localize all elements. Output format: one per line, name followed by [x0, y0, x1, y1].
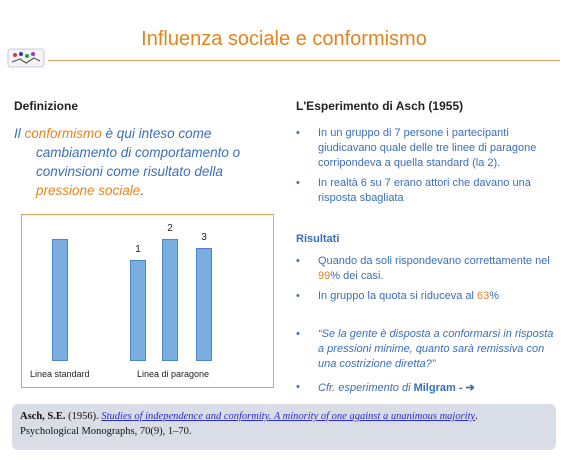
- definition-highlight-conformismo: conformismo: [24, 126, 102, 141]
- chart-bar-standard: [52, 239, 68, 361]
- experiment-bullet-2: In realtà 6 su 7 erano attori che davano…: [296, 176, 558, 206]
- chart-bar-3: [196, 248, 212, 361]
- results-b2-pct: 63: [477, 290, 490, 302]
- definition-text: Il conformismo è qui inteso come cambiam…: [14, 124, 274, 200]
- definition-heading: Definizione: [14, 99, 79, 113]
- definition-line-2: cambiamento di comportamento o: [36, 145, 241, 160]
- slide-title: Influenza sociale e conformismo: [141, 28, 427, 50]
- results-b1-pct: 99: [318, 270, 331, 282]
- chart-bar-2: [162, 239, 178, 361]
- quote-bullet: “Se la gente è disposta a conformarsi in…: [296, 327, 558, 372]
- asch-quote: “Se la gente è disposta a conformarsi in…: [296, 327, 558, 377]
- chart-bar-label-1: 1: [135, 244, 141, 255]
- reference-link[interactable]: Studies of independence and conformity. …: [101, 411, 476, 422]
- cfr-bullet: Cfr. esperimento di Milgram - ➔: [296, 381, 558, 394]
- label-linea-standard: Linea standard: [30, 369, 90, 379]
- results-b2-end: %: [489, 290, 500, 302]
- definition-line-3: convinsioni come risultato della: [36, 164, 223, 179]
- results-bullets: Quando da soli rispondevano correttament…: [296, 254, 558, 309]
- cfr-arrow-icon: - ➔: [455, 382, 475, 394]
- results-bullet-2: In gruppo la quota si riduceva al 63%: [296, 289, 558, 304]
- results-bullet-1: Quando da soli rispondevano correttament…: [296, 254, 558, 284]
- logo-icon: [7, 48, 45, 68]
- definition-text-2: è qui inteso come: [101, 126, 212, 141]
- reference-box: Asch, S.E. (1956). Studies of independen…: [12, 404, 556, 450]
- reference-year: (1956).: [65, 411, 102, 422]
- reference-after-link: .: [475, 411, 478, 422]
- label-linea-paragone: Linea di paragone: [137, 369, 210, 379]
- experiment-heading: L'Esperimento di Asch (1955): [296, 99, 464, 113]
- definition-text-end: .: [140, 183, 145, 198]
- chart-bar-1: [130, 260, 146, 361]
- results-b2-text: In gruppo la quota si riduceva al: [318, 290, 477, 302]
- chart-bar-label-3: 3: [201, 232, 207, 243]
- definition-text-1: Il: [14, 126, 25, 141]
- reference-author: Asch, S.E.: [20, 411, 66, 422]
- definition-highlight-pressione: pressione sociale: [36, 183, 141, 198]
- experiment-bullets: In un gruppo di 7 persone i partecipanti…: [296, 126, 558, 211]
- reference-line-1: Asch, S.E. (1956). Studies of independen…: [20, 409, 548, 424]
- cfr-text: Cfr. esperimento di: [318, 382, 414, 394]
- experiment-bullet-1: In un gruppo di 7 persone i partecipanti…: [296, 126, 558, 171]
- cfr-milgram-name: Milgram: [413, 382, 456, 394]
- reference-journal: Psychological Monographs, 70(9), 1–70.: [20, 426, 192, 437]
- definition-line-4: pressione sociale.: [14, 181, 274, 200]
- results-b1-text: Quando da soli rispondevano correttament…: [318, 255, 550, 267]
- asch-lines-chart: Linea standard Linea di paragone 1 2 3: [21, 214, 274, 388]
- results-b1-end: % dei casi.: [330, 270, 384, 282]
- results-heading: Risultati: [296, 233, 340, 245]
- chart-bar-label-2: 2: [167, 223, 173, 234]
- cfr-milgram: Cfr. esperimento di Milgram - ➔: [296, 381, 558, 399]
- title-divider: [48, 60, 560, 61]
